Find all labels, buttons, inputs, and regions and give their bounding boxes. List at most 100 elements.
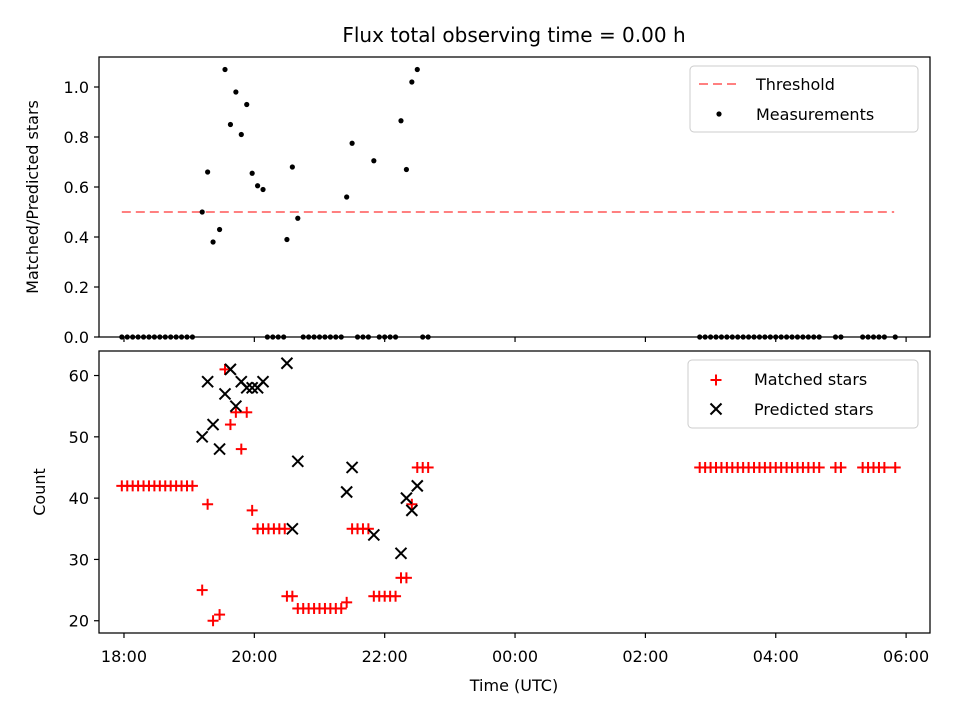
matched-star-point [224,419,236,431]
bottom-y-tick-label: 60 [69,367,89,386]
top-y-tick-label: 0.2 [64,278,89,297]
measurement-point [216,226,223,233]
predicted-star-point [201,375,214,388]
measurement-point [349,140,355,146]
matched-star-point [362,523,374,535]
matched-star-point [406,498,418,510]
predicted-star-point [345,461,359,474]
predicted-star-point [206,418,220,431]
bottom-y-ticks: 20 30 40 50 60 [69,367,99,631]
matched-star-point [241,406,253,418]
measurement-point [403,166,410,173]
predicted-star-point [367,528,381,542]
matched-star-point [235,443,247,455]
measurement-point [284,236,290,243]
predicted-star-point [229,399,243,413]
predicted-star-point [291,455,304,468]
top-panel: 0.0 0.2 0.4 0.6 0.8 1.0 Matched/Predicted sta… [23,56,931,347]
measurement-point [409,79,415,85]
top-y-tick-label: 0.0 [64,328,89,347]
predicted-star-point [394,547,408,560]
matched-star-point [202,498,214,510]
bottom-x-tick-label: 04:00 [753,647,799,666]
bottom-y-tick-label: 40 [69,489,89,508]
matched-star-point [422,461,434,473]
predicted-star-point [256,375,270,388]
matched-star-point [196,584,208,596]
bottom-y-tick-label: 50 [69,428,89,447]
predicted-star-points [195,357,424,560]
matched-star-point [214,609,226,621]
predicted-star-point [224,363,237,376]
top-y-ticks: 0.0 0.2 0.4 0.6 0.8 1.0 [64,78,99,347]
legend-threshold-label: Threshold [755,75,835,94]
measurement-point [344,194,350,200]
predicted-star-point [195,430,209,444]
measurement-point [222,66,228,73]
predicted-star-point [213,442,226,456]
predicted-star-point [240,381,253,394]
predicted-star-point [245,381,259,394]
matched-star-point [186,480,198,492]
measurement-point [238,131,244,138]
legend-predicted-label: Predicted stars [754,400,874,419]
matched-star-point [813,461,825,473]
bottom-x-tick-label: 02:00 [622,647,668,666]
legend-predicted-marker [709,402,723,416]
matched-star-points [116,363,901,627]
top-legend: Threshold Measurements [689,65,919,133]
measurement-point [289,164,295,170]
top-y-axis-label: Matched/Predicted stars [23,100,42,294]
measurement-point [249,170,255,176]
legend-measurements-swatch [716,111,722,117]
predicted-star-point [280,357,294,370]
bottom-x-ticks: 18:00 20:00 22:00 00:00 02:00 04:00 06:00 [101,633,929,666]
measurement-point [210,239,216,245]
matched-star-point [279,523,291,535]
legend-matched-label: Matched stars [754,370,867,389]
measurement-point [244,101,250,108]
matched-star-point [286,590,298,602]
bottom-x-tick-label: 06:00 [883,647,929,666]
legend-measurements-label: Measurements [756,105,874,124]
bottom-x-tick-label: 00:00 [492,647,538,666]
predicted-star-point [405,504,419,517]
bottom-x-tick-label: 18:00 [101,647,147,666]
chart-title: Flux total observing time = 0.00 h [342,23,685,47]
bottom-legend-box [687,359,919,429]
top-axes-frame [98,56,931,338]
legend-matched-marker [710,374,722,386]
bottom-y-tick-label: 30 [69,550,89,569]
predicted-star-point [286,522,299,535]
bottom-y-tick-label: 20 [69,612,89,631]
bottom-x-tick-label: 20:00 [231,647,277,666]
measurement-point [371,158,377,164]
top-y-tick-label: 0.8 [64,128,89,147]
matched-star-point [207,615,219,627]
matched-star-point [878,461,890,473]
measurement-point [205,169,211,175]
x-axis-label: Time (UTC) [469,676,558,695]
matched-star-point [400,572,412,584]
matched-star-point [341,596,353,608]
matched-star-point [390,590,402,602]
predicted-star-point [411,479,424,493]
top-y-tick-label: 0.6 [64,178,89,197]
predicted-star-point [400,491,413,505]
bottom-legend: Matched stars Predicted stars [687,359,919,429]
measurement-point [295,215,301,221]
matched-star-point [889,461,901,473]
measurement-point [398,118,404,124]
matched-star-point [335,602,347,614]
matched-star-point [230,406,242,418]
top-legend-box [689,65,919,133]
measurement-point [260,186,266,193]
bottom-panel: 20 30 40 50 60 18:00 20:00 22:00 00:00 02:00 04:0… [30,350,931,695]
measurement-point [199,209,205,215]
measurement-point [414,66,420,73]
matched-star-point [835,461,847,473]
predicted-star-point [340,485,353,499]
matched-star-point [219,363,231,375]
measurement-point [227,121,234,128]
